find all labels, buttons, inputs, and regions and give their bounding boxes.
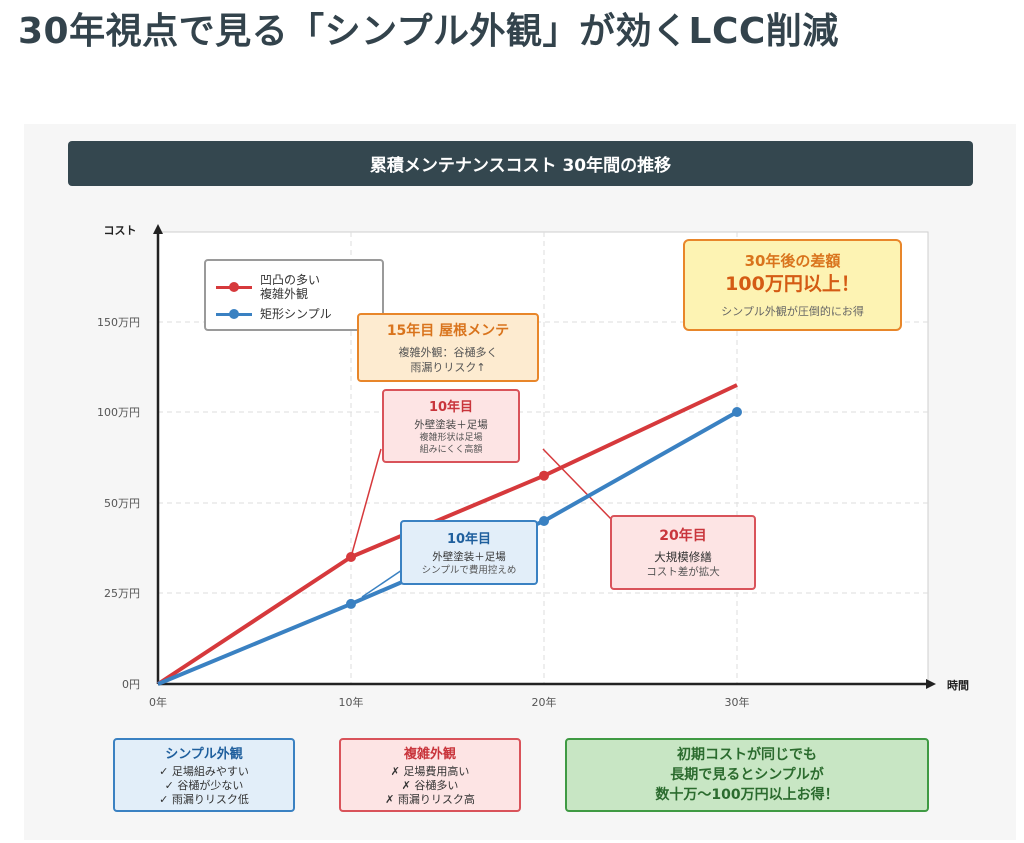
annotation-simple10-line2: シンプルで費用控えめ <box>421 564 517 576</box>
legend-label-complex-1: 凹凸の多い <box>260 273 321 287</box>
summary-conclusion: 初期コストが同じでも 長期で見るとシンプルが 数十万〜100万円以上お得！ <box>565 738 929 812</box>
annotation-complex10-line3: 組みにくく高額 <box>419 445 483 455</box>
connector-complex-20y <box>542 448 613 521</box>
chart-title: 累積メンテナンスコスト 30年間の推移 <box>68 141 973 186</box>
annotation-complex-10y: 10年目 外壁塗装＋足場 複雑形状は足場 組みにくく高額 <box>382 389 520 463</box>
summary-conclusion-line: 長期で見るとシンプルが <box>670 767 824 783</box>
legend-label-complex-2: 複雑外観 <box>260 287 309 301</box>
summary-conclusion-line: 数十万〜100万円以上お得！ <box>655 787 839 803</box>
annotation-roof-line1: 複雑外観：谷樋多く <box>398 346 498 359</box>
legend-swatch-complex <box>216 281 252 292</box>
summary-complex-item: ✗ 雨漏りリスク高 <box>385 793 475 806</box>
y-tick-label: 25万円 <box>104 587 140 600</box>
y-tick-label: 50万円 <box>104 497 140 510</box>
annotation-roof-title: 15年目 屋根メンテ <box>386 323 510 339</box>
connector-complex-10y <box>350 448 382 558</box>
summary-simple-title: シンプル外観 <box>165 747 243 762</box>
x-tick-label: 0年 <box>149 695 167 709</box>
legend-label-simple: 矩形シンプル <box>260 307 332 321</box>
legend: 凹凸の多い 複雑外観 矩形シンプル <box>204 259 384 331</box>
data-point-complex <box>539 470 549 481</box>
annotation-complex-20y: 20年目 大規模修繕 コスト差が拡大 <box>610 515 756 590</box>
x-tick-label: 10年 <box>339 695 364 709</box>
legend-item-simple: 矩形シンプル <box>216 307 332 321</box>
annotation-complex10-title: 10年目 <box>428 400 474 415</box>
y-tick-label: 0円 <box>122 678 140 691</box>
annotation-diff-line2: 100万円以上！ <box>725 273 860 295</box>
annotation-simple10-line1: 外壁塗装＋足場 <box>432 550 506 563</box>
data-point-complex <box>346 552 356 562</box>
annotation-roof-line2: 雨漏りリスク↑ <box>410 361 486 374</box>
annotation-complex10-line1: 外壁塗装＋足場 <box>414 419 488 431</box>
annotation-simple10-title: 10年目 <box>446 531 492 547</box>
y-axis-label: コスト <box>104 224 137 237</box>
annotation-complex20-line2: コスト差が拡大 <box>646 566 720 578</box>
x-tick-label: 30年 <box>725 695 750 709</box>
summary-conclusion-line: 初期コストが同じでも <box>677 747 817 763</box>
annotation-roof-15y: 15年目 屋根メンテ 複雑外観：谷樋多く 雨漏りリスク↑ <box>357 313 539 382</box>
summary-complex-item: ✗ 谷樋多い <box>401 779 459 792</box>
summary-simple-item: ✓ 足場組みやすい <box>159 765 249 778</box>
annotation-diff-line1: 30年後の差額 <box>744 252 841 270</box>
series-line-complex <box>156 383 738 686</box>
annotation-simple-10y: 10年目 外壁塗装＋足場 シンプルで費用控えめ <box>400 520 538 585</box>
connector-simple-10y <box>361 569 403 598</box>
legend-swatch-simple <box>216 308 252 319</box>
data-point-simple <box>539 516 549 526</box>
annotation-complex10-line2: 複雑形状は足場 <box>419 433 483 443</box>
x-axis-label: 時間 <box>947 678 969 692</box>
y-tick-label: 150万円 <box>97 316 140 329</box>
annotation-complex20-title: 20年目 <box>659 528 707 544</box>
x-axis-arrow <box>926 679 936 689</box>
summary-complex: 複雑外観 ✗ 足場費用高い ✗ 谷樋多い ✗ 雨漏りリスク高 <box>339 738 521 812</box>
annotation-complex20-line1: 大規模修繕 <box>654 550 712 564</box>
summary-simple-item: ✓ 雨漏りリスク低 <box>159 793 249 806</box>
summary-simple: シンプル外観 ✓ 足場組みやすい ✓ 谷樋が少ない ✓ 雨漏りリスク低 <box>113 738 295 812</box>
page-title: 30年視点で見る「シンプル外観」が効くLCC削減 <box>18 11 839 52</box>
legend-item-complex: 凹凸の多い 複雑外観 <box>216 273 320 301</box>
data-point-simple <box>346 598 356 609</box>
summary-complex-item: ✗ 足場費用高い <box>390 765 470 778</box>
data-point-simple <box>732 407 742 417</box>
y-tick-label: 100万円 <box>97 406 140 419</box>
summary-simple-item: ✓ 谷樋が少ない <box>164 779 244 792</box>
annotation-diff-line3: シンプル外観が圧倒的にお得 <box>721 305 864 318</box>
summary-complex-title: 複雑外観 <box>403 747 456 762</box>
annotation-diff-30y: 30年後の差額 100万円以上！ シンプル外観が圧倒的にお得 <box>683 239 902 331</box>
y-axis-arrow <box>153 224 163 234</box>
x-tick-label: 20年 <box>532 695 557 709</box>
